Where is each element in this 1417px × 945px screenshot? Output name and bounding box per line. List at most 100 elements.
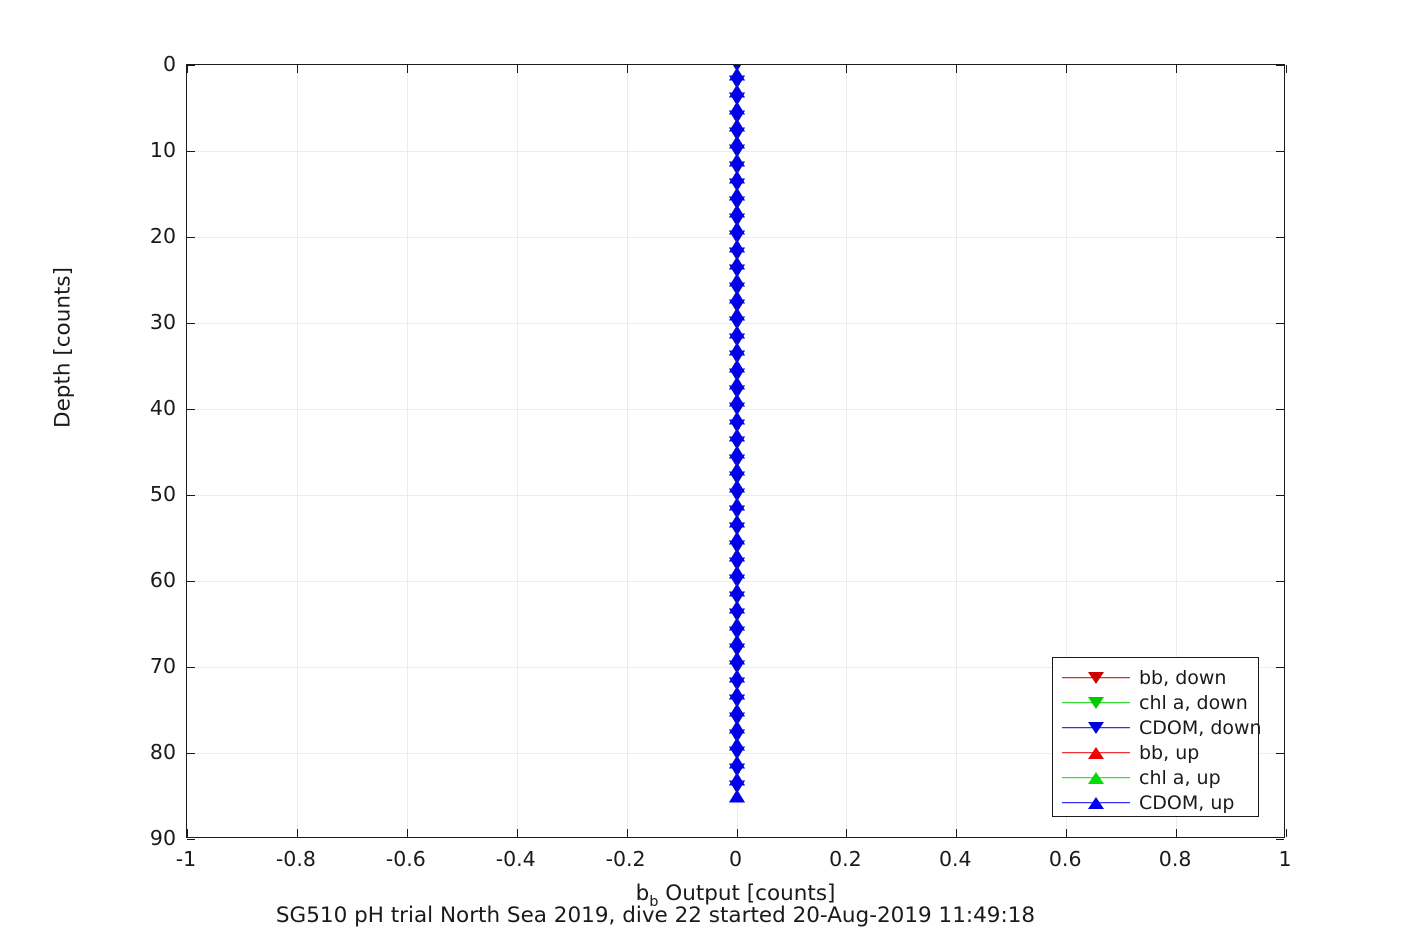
data-point-marker [728,290,745,304]
data-point-marker [728,565,745,579]
y-axis-tick-right [1276,151,1284,152]
data-point-marker [728,187,745,201]
gridline-vertical [516,65,518,837]
legend-entry-chl-a-up[interactable]: chl a, up [1053,765,1258,790]
data-point-marker [728,221,745,235]
legend-entry-cdom-up[interactable]: CDOM, up [1053,790,1258,815]
data-point-marker [728,514,745,528]
y-axis-tick-label: 30 [149,310,176,334]
triangle-up-icon [1088,746,1104,759]
x-axis-tick-label: -0.8 [275,847,316,871]
data-point-marker [728,445,745,459]
legend-entry-label: bb, up [1139,741,1200,764]
data-point-marker [728,737,745,751]
x-axis-tick-top [956,65,958,73]
x-axis-tick-top [406,65,408,73]
y-axis-tick [187,839,195,840]
data-point-marker [728,548,745,562]
y-axis-tick-right [1276,237,1284,238]
y-axis-tick-label: 40 [149,396,176,420]
y-axis-tick-right [1276,753,1284,754]
data-point-marker [728,118,745,132]
data-point-marker [728,651,745,665]
legend-entry-bb-down[interactable]: bb, down [1053,665,1258,690]
x-axis-tick-label: -0.6 [385,847,426,871]
data-point-marker [728,789,745,803]
x-axis-tick-label: -1 [175,847,197,871]
x-axis-tick [1286,829,1287,837]
legend-entry-cdom-down[interactable]: CDOM, down [1053,715,1262,740]
data-point-marker [728,273,745,287]
x-axis-tick-top [846,65,848,73]
data-point-marker [728,772,745,786]
y-axis-tick-right [1276,65,1284,66]
x-axis-tick-top [516,65,518,73]
y-axis-tick-label: 50 [149,482,176,506]
x-axis-tick-top [187,65,188,73]
legend-entry-label: chl a, up [1139,766,1221,789]
x-axis-tick [406,829,408,837]
data-point-marker [728,307,745,321]
y-axis-tick [187,151,195,152]
figure-caption: SG510 pH trial North Sea 2019, dive 22 s… [0,903,1417,928]
x-axis-tick-top [626,65,628,73]
x-axis-tick-label: 1 [1278,847,1292,871]
triangle-up-icon [1088,771,1104,784]
data-point-marker [728,393,745,407]
data-point-marker [728,583,745,597]
data-point-marker [728,428,745,442]
legend-sample [1062,717,1130,739]
gridline-vertical [406,65,408,837]
data-point-marker [728,101,745,115]
data-point-marker [728,342,745,356]
data-point-marker [728,325,745,339]
y-axis-tick-right [1276,323,1284,324]
triangle-down-icon [1088,721,1104,734]
data-point-marker [728,703,745,717]
y-axis-tick-right [1276,495,1284,496]
x-axis-label-subscript: b [649,894,659,910]
gridline-vertical [626,65,628,837]
data-point-marker [728,84,745,98]
x-axis-tick-label: 0.8 [1158,847,1192,871]
legend-sample [1062,692,1130,714]
triangle-up-icon [1088,796,1104,809]
legend-entry-bb-up[interactable]: bb, up [1053,740,1258,765]
plot-area [186,64,1287,840]
data-point-marker [728,686,745,700]
y-axis-tick [187,323,195,324]
x-axis-tick-label: 0.6 [1048,847,1082,871]
y-axis-tick-label: 90 [149,826,176,850]
gridline-vertical [956,65,958,837]
data-point-marker [728,239,745,253]
y-axis-tick [187,581,195,582]
data-point-marker [728,531,745,545]
legend-entry-label: chl a, down [1139,691,1248,714]
data-point-marker [728,411,745,425]
x-axis-tick [296,829,298,837]
y-axis-tick [187,409,195,410]
gridline-vertical [1066,65,1068,837]
y-axis-tick-right [1276,839,1284,840]
data-point-marker [728,67,745,81]
y-axis-tick-label: 0 [162,52,176,76]
legend-entry-label: CDOM, up [1139,791,1235,814]
triangle-down-icon [1088,671,1104,684]
x-axis-tick [846,829,848,837]
x-axis-tick [626,829,628,837]
legend-entry-label: bb, down [1139,666,1227,689]
x-axis-label-rest: Output [counts] [658,881,836,906]
data-point-marker [728,669,745,683]
y-axis-tick [187,495,195,496]
y-axis-tick-label: 20 [149,224,176,248]
data-markers-layer [187,65,1284,837]
y-axis-tick [187,667,195,668]
data-point-marker [728,376,745,390]
x-axis-tick-label: 0 [728,847,743,871]
data-point-marker [728,617,745,631]
data-point-marker [728,462,745,476]
y-axis-tick-label: 60 [149,568,176,592]
x-axis-tick [956,829,958,837]
legend-entry-chl-a-down[interactable]: chl a, down [1053,690,1258,715]
y-axis-label: Depth [counts] [50,267,76,428]
